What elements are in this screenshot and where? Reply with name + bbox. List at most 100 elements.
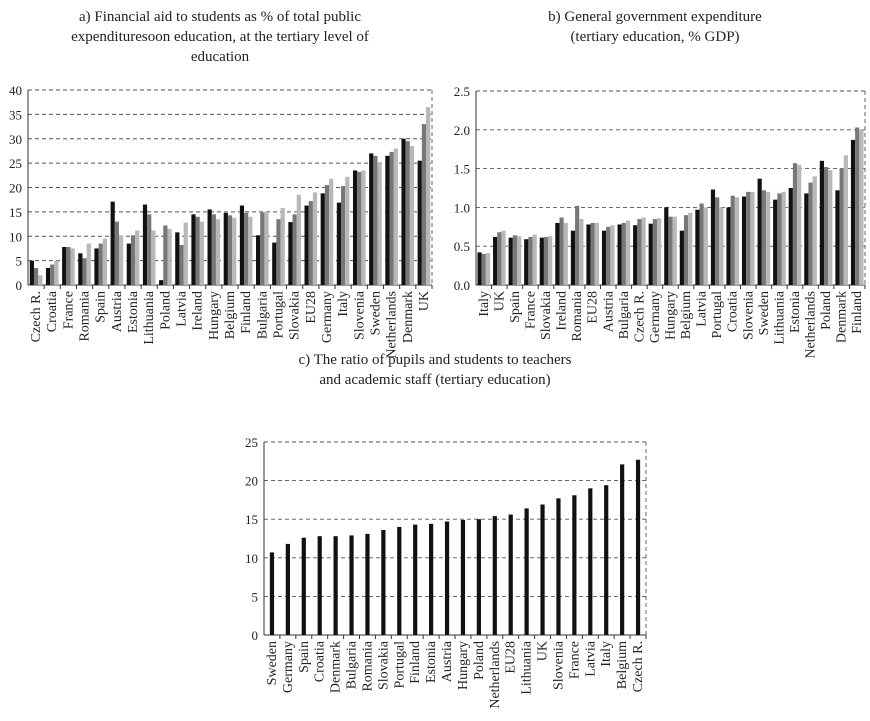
chart-b-bar [726, 207, 731, 285]
chart-a-xtick-label: Portugal [271, 291, 286, 339]
chart-c-plot: 0 5 10 15 20 25 Sweden Germany Spain Croatia Denma… [245, 435, 647, 709]
chart-c-xtick-label: Germany [281, 641, 296, 693]
chart-b-xtick-label: Slovenia [741, 290, 756, 340]
chart-b-xtick-label: Finland [850, 291, 865, 334]
chart-c-ytick-label: 0 [252, 628, 259, 643]
chart-c-bar [285, 543, 290, 635]
chart-a-xtick-label: Bulgaria [255, 290, 270, 339]
chart-b-bar [586, 224, 591, 285]
chart-b-bar [590, 222, 595, 285]
chart-a-ytick-label: 35 [9, 107, 22, 122]
chart-b-ytick-label: 1.0 [454, 200, 470, 215]
chart-a-xtick-label: Belgium [223, 291, 238, 339]
chart-a-bar [373, 155, 378, 285]
chart-a-bar [341, 186, 346, 285]
chart-a-xtick-label: Poland [158, 291, 173, 330]
chart-b-bar [750, 191, 755, 285]
chart-b-xtick-label: Romania [570, 290, 585, 341]
chart-b-bar [528, 236, 533, 285]
chart-b-xtick-label: UK [492, 291, 507, 311]
chart-a-xtick-label: Croatia [45, 290, 60, 332]
chart-b-bar [657, 218, 662, 285]
chart-a-bar [163, 225, 168, 285]
chart-a-ytick-label: 40 [9, 83, 22, 98]
chart-a-bar [159, 280, 164, 285]
chart-b-bar [695, 209, 700, 285]
chart-a-bar [191, 214, 196, 285]
chart-a-bar [417, 160, 422, 285]
chart-a-xtick-label: Latvia [175, 290, 190, 327]
chart-a-bar [385, 155, 390, 285]
chart-b-xtick-label: Germany [648, 291, 663, 343]
chart-b-bar [668, 216, 673, 285]
chart-a-bar [329, 178, 334, 285]
chart-a-xtick-label: Spain [94, 291, 109, 323]
chart-b-bar [633, 225, 638, 285]
chart-b-bar [477, 252, 482, 285]
chart-b-bar [579, 219, 584, 285]
chart-a-bar [421, 124, 427, 285]
chart-c-ytick-label: 15 [245, 512, 258, 527]
chart-b-bar [730, 195, 735, 285]
chart-b-bar [543, 236, 549, 285]
chart-a-ytick-label: 5 [16, 254, 23, 269]
chart-c-bar [588, 488, 593, 635]
chart-a-title-line-2: expendituresoon education, at the tertia… [71, 29, 369, 45]
chart-b-xtick-label: Ireland [555, 291, 570, 331]
chart-a-plot: 0 5 10 15 20 25 30 35 40 Czech R. Croatia France Rom… [9, 83, 433, 359]
chart-a-xtick-label: France [61, 291, 76, 329]
chart-b-bar [757, 178, 762, 285]
chart-c-bar [429, 523, 434, 635]
chart-b-xtick-label: Latvia [695, 290, 710, 327]
chart-a-bar [256, 235, 261, 285]
chart-c-xtick-label: Croatia [313, 640, 328, 682]
chart-a-bar [98, 243, 103, 285]
chart-a-xtick-label: Lithuania [142, 290, 157, 344]
chart-c-title-line-1: c) The ratio of pupils and students to t… [298, 352, 572, 368]
chart-c-xtick-label: Italy [599, 641, 614, 667]
chart-a-xtick-label: Finland [239, 291, 254, 334]
chart-b-bar [512, 235, 517, 285]
chart-a-bar [33, 267, 39, 285]
chart-c-xtick-label: Estonia [424, 640, 439, 683]
chart-c-ytick-label: 20 [245, 474, 258, 489]
chart-a-xtick-label: EU28 [304, 291, 319, 324]
chart-a-bar [244, 212, 249, 285]
chart-b-title: b) General government expenditure (terti… [440, 7, 870, 47]
chart-b-bar [761, 190, 766, 285]
chart-b-xtick-label: Poland [819, 291, 834, 330]
chart-a-ytick-label: 20 [9, 181, 22, 196]
chart-a-bar [227, 215, 233, 285]
chart-panel-c: c) The ratio of pupils and students to t… [200, 350, 670, 721]
chart-c-bar [572, 495, 577, 635]
chart-c-bar [333, 536, 338, 635]
chart-c-xtick-label: Finland [408, 641, 423, 684]
chart-b-xtick-label: Croatia [726, 290, 741, 332]
chart-a-bar [264, 211, 269, 285]
chart-b-xtick-label: EU28 [586, 291, 601, 324]
chart-a-xtick-label: Hungary [207, 291, 222, 340]
chart-b-bar [517, 236, 522, 285]
chart-c-xtick-label: Sweden [265, 641, 280, 685]
chart-b-bar [679, 230, 684, 285]
chart-c-xtick-label: Slovenia [551, 640, 566, 690]
chart-b-xtick-label: Italy [477, 291, 492, 317]
chart-a-bar [211, 214, 216, 285]
chart-c-bar [492, 516, 497, 635]
chart-a-bar [175, 232, 180, 285]
chart-a-bar [142, 204, 148, 285]
chart-a-bar [147, 214, 152, 285]
chart-a-bar [248, 216, 253, 285]
chart-b-bar [648, 223, 653, 285]
chart-c-xtick-label: EU28 [504, 641, 519, 674]
chart-c-xtick-label: France [567, 641, 582, 679]
chart-b-ytick-label: 1.5 [454, 162, 470, 177]
chart-a-xtick-label: Italy [336, 291, 351, 317]
chart-b-bar [828, 170, 833, 285]
chart-a-bar [239, 205, 245, 285]
chart-b-bar [781, 191, 786, 285]
chart-b-title-line-1: b) General government expenditure [548, 9, 762, 25]
chart-b-bar [672, 216, 677, 285]
chart-a-bar [78, 253, 83, 285]
chart-b-xtick-label: Netherlands [804, 291, 819, 359]
